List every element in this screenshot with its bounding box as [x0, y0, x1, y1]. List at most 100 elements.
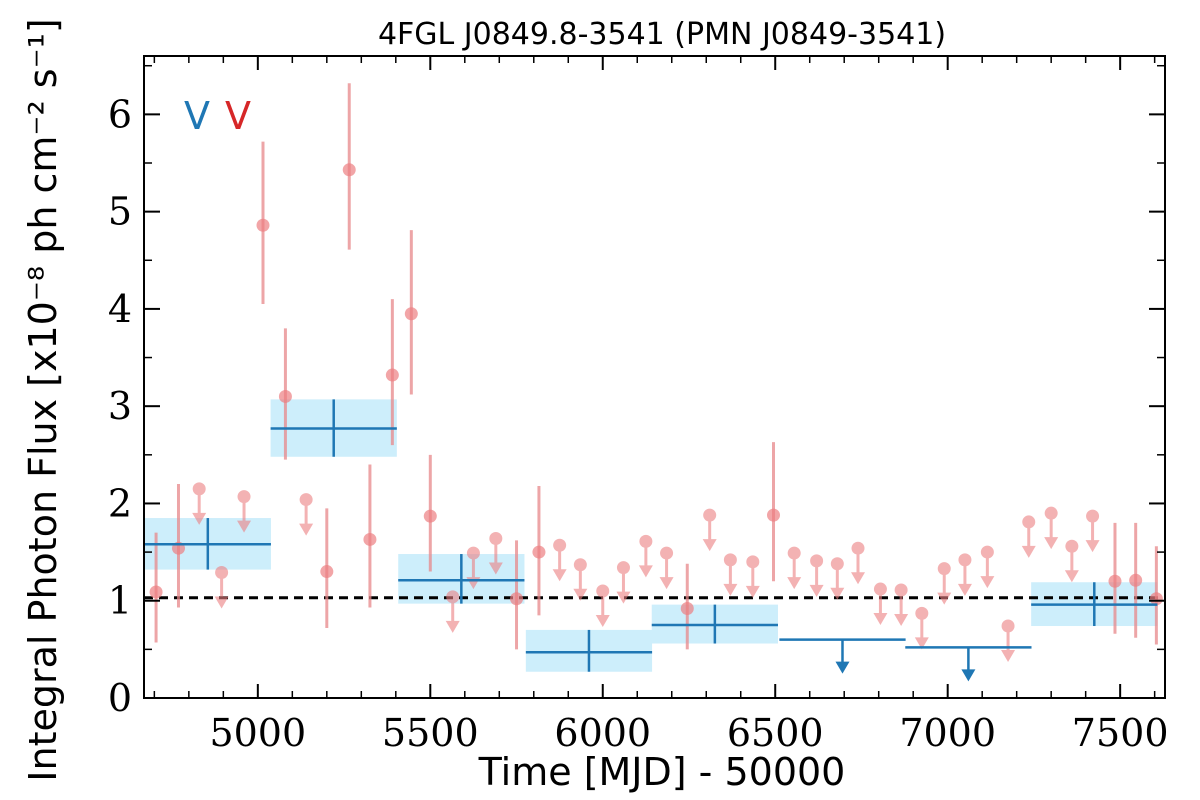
- short-bin-ul-arrow-32-head: [830, 587, 845, 600]
- short-bin-ul-arrow-40-head: [1001, 650, 1016, 663]
- short-bin-upper-limit-43: [1064, 539, 1079, 583]
- y-tick-label-4: 4: [108, 287, 132, 331]
- x-tick-label-1: 5500: [382, 711, 479, 755]
- short-bin-ul-arrow-23: [638, 541, 653, 578]
- short-bin-ul-arrow-37-head: [937, 592, 952, 605]
- short-bin-upper-limit-7: [299, 493, 314, 536]
- short-bin-marker-12: [404, 307, 418, 321]
- chart-title: 4FGL J0849.8-3541 (PMN J0849-3541): [378, 17, 946, 52]
- short-bin-ul-arrow-22: [616, 567, 631, 604]
- short-bin-point-25: [680, 563, 694, 650]
- long-bin-point-3: [525, 629, 653, 672]
- short-bin-ul-arrow-2: [192, 488, 207, 525]
- short-bin-upper-limit-42: [1044, 506, 1059, 550]
- short-bin-point-10: [363, 464, 377, 608]
- y-tick-label-0: 0: [108, 676, 132, 720]
- short-bin-ul-arrow-14: [445, 596, 460, 633]
- legend-entry-0: V: [184, 94, 210, 138]
- short-bin-marker-25: [680, 602, 694, 616]
- short-bin-ul-arrow-30: [787, 553, 802, 590]
- short-bin-marker-45: [1108, 574, 1122, 588]
- short-bin-ul-arrow-21-head: [595, 615, 610, 627]
- short-bin-point-11: [385, 299, 399, 446]
- y-tick-label-6: 6: [108, 92, 132, 136]
- short-bin-ul-arrow-4-head: [237, 520, 252, 533]
- short-bin-ul-arrow-24-head: [659, 577, 674, 590]
- short-bin-upper-limit-44: [1085, 509, 1100, 553]
- short-bin-marker-47: [1149, 592, 1163, 606]
- short-bin-ul-arrow-36-head: [914, 637, 929, 650]
- x-tick-label-5: 7500: [1072, 711, 1169, 755]
- short-bin-point-45: [1108, 522, 1122, 634]
- short-bin-upper-limit-22: [616, 561, 631, 604]
- short-bin-upper-limit-41: [1021, 515, 1036, 558]
- short-bin-ul-arrow-42: [1044, 513, 1059, 550]
- short-bin-marker-13: [423, 509, 437, 523]
- short-bin-point-17: [510, 540, 524, 650]
- long-bin-ul-arrow-6: [961, 647, 976, 682]
- short-bin-ul-arrow-43-head: [1064, 570, 1079, 583]
- short-bin-upper-limit-28: [745, 555, 760, 598]
- long-bin-point-2: [398, 554, 525, 604]
- short-bin-ul-arrow-3-head: [214, 596, 229, 609]
- short-bin-upper-limit-37: [937, 562, 952, 605]
- plot-frame: [143, 55, 1166, 699]
- short-bin-ul-arrow-44-head: [1085, 540, 1100, 553]
- short-bin-point-13: [423, 454, 437, 572]
- short-bin-ul-arrow-38: [957, 559, 972, 596]
- short-bin-ul-arrow-26: [702, 515, 717, 552]
- long-bin-ul-arrow-6-head: [961, 669, 976, 682]
- short-bin-upper-limit-26: [702, 508, 717, 552]
- short-bin-ul-arrow-26-head: [702, 539, 717, 552]
- short-bin-marker-8: [320, 565, 334, 579]
- y-tick-label-3: 3: [108, 384, 132, 428]
- short-bin-marker-46: [1129, 573, 1143, 587]
- short-bin-ul-arrow-31: [809, 560, 824, 597]
- short-bin-ul-arrow-20-head: [573, 588, 588, 601]
- short-bin-ul-arrow-43: [1064, 546, 1079, 583]
- legend-entry-1: V: [225, 94, 251, 138]
- short-bin-upper-limit-21: [595, 584, 610, 627]
- short-bin-marker-17: [510, 592, 524, 606]
- short-bin-ul-arrow-34: [873, 589, 888, 626]
- short-bin-upper-limit-2: [192, 482, 207, 525]
- short-bin-ul-arrow-14-head: [445, 620, 460, 633]
- short-bin-marker-29: [767, 508, 781, 522]
- short-bin-point-29: [767, 442, 781, 582]
- short-bin-ul-arrow-24: [659, 553, 674, 590]
- short-bin-ul-arrow-16-head: [488, 562, 503, 575]
- short-bin-ul-arrow-41-head: [1021, 545, 1036, 558]
- short-bin-ul-arrow-3: [214, 572, 229, 609]
- short-bin-ul-arrow-41: [1021, 521, 1036, 558]
- short-bin-marker-11: [385, 368, 399, 382]
- short-bin-point-47: [1149, 546, 1163, 645]
- long-bin-series: [144, 399, 1158, 682]
- short-bin-ul-arrow-2-head: [192, 512, 207, 525]
- short-bin-marker-5: [256, 218, 270, 232]
- y-tick-label-1: 1: [108, 579, 132, 623]
- short-bin-ul-arrow-33: [851, 548, 866, 585]
- short-bin-ul-arrow-21: [595, 591, 610, 627]
- short-bin-ul-arrow-19-head: [552, 569, 567, 582]
- short-bin-ul-arrow-7: [299, 499, 314, 536]
- short-bin-ul-arrow-23-head: [638, 565, 653, 578]
- short-bin-ul-arrow-16: [488, 538, 503, 575]
- short-bin-upper-limit-33: [851, 541, 866, 585]
- short-bin-point-5: [256, 141, 270, 305]
- short-bin-upper-limit-31: [809, 554, 824, 597]
- short-bin-upper-limit-3: [214, 566, 229, 609]
- short-bin-upper-limit-30: [787, 546, 802, 590]
- short-bin-upper-limit-36: [914, 606, 929, 650]
- short-bin-point-12: [404, 230, 418, 395]
- short-bin-ul-arrow-35-head: [894, 614, 909, 627]
- short-bin-ul-arrow-7-head: [299, 523, 314, 536]
- short-bin-upper-limit-24: [659, 546, 674, 590]
- short-bin-ul-arrow-22-head: [616, 591, 631, 604]
- short-bin-point-18: [532, 485, 546, 616]
- short-bin-ul-arrow-28: [745, 561, 760, 598]
- short-bin-ul-arrow-35: [894, 590, 909, 627]
- short-bin-point-1: [171, 484, 185, 608]
- short-bin-ul-arrow-30-head: [787, 577, 802, 590]
